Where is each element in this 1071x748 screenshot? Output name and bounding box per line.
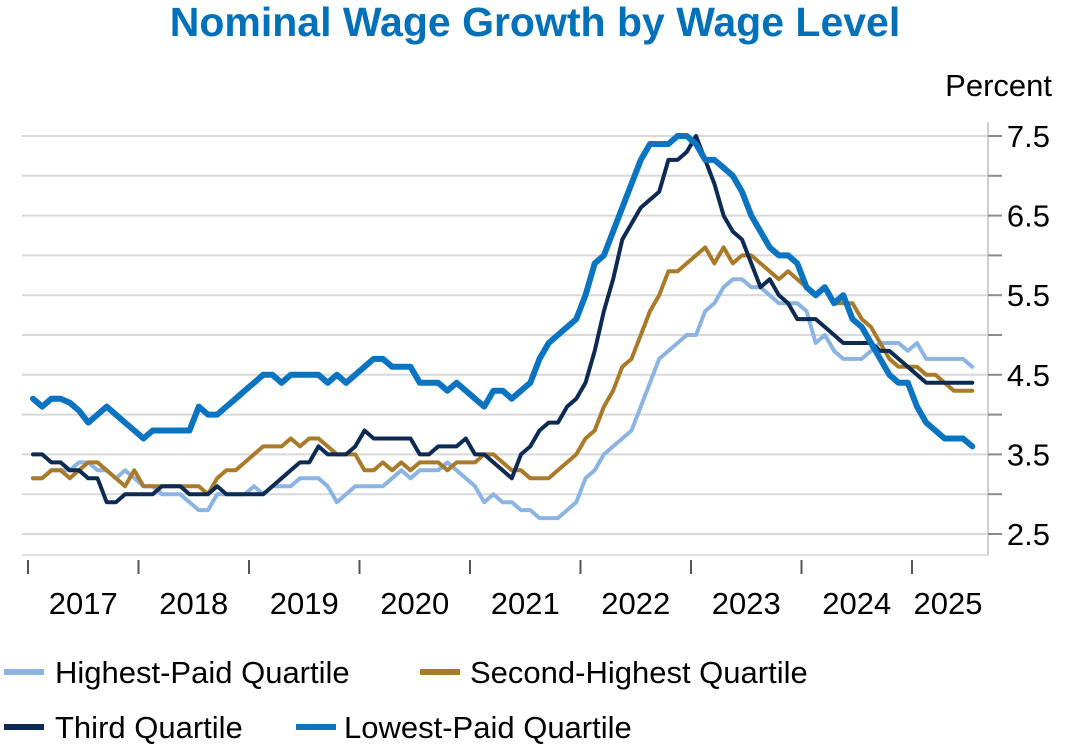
legend-label-third: Third Quartile bbox=[55, 710, 243, 745]
series-line-second-highest-quartile bbox=[31, 245, 975, 497]
x-tick-label: 2023 bbox=[712, 586, 781, 621]
x-tick-label: 2021 bbox=[491, 586, 560, 621]
legend-label-highest-paid: Highest-Paid Quartile bbox=[55, 655, 350, 690]
x-tick-label: 2017 bbox=[49, 586, 118, 621]
y-tick-label: 5.5 bbox=[1007, 278, 1050, 313]
y-axis-label: Percent bbox=[945, 68, 1052, 103]
y-tick-label: 7.5 bbox=[1007, 119, 1050, 154]
legend-label-second-highest: Second-Highest Quartile bbox=[470, 655, 808, 690]
y-ticks: 2.5 3.5 4.5 5.5 6.5 7.5 bbox=[988, 119, 1050, 552]
legend-label-lowest-paid: Lowest-Paid Quartile bbox=[344, 710, 632, 745]
series-line-third-quartile bbox=[31, 134, 975, 505]
y-tick-label: 4.5 bbox=[1007, 358, 1050, 393]
series-line-highest-paid-quartile bbox=[31, 277, 975, 521]
x-tick-label: 2018 bbox=[159, 586, 228, 621]
series-line-lowest-paid-quartile bbox=[30, 133, 976, 450]
y-tick-label: 2.5 bbox=[1007, 517, 1050, 552]
y-tick-label: 6.5 bbox=[1007, 199, 1050, 234]
x-tick-label: 2022 bbox=[601, 586, 670, 621]
series-lines bbox=[30, 133, 976, 521]
x-tick-label: 2020 bbox=[380, 586, 449, 621]
x-tick-label: 2025 bbox=[914, 586, 983, 621]
x-tick-label: 2019 bbox=[270, 586, 339, 621]
x-ticks: 2017 2018 2019 2020 2021 2022 2023 2024 2025 bbox=[27, 560, 983, 621]
x-tick-label: 2024 bbox=[822, 586, 891, 621]
chart-title: Nominal Wage Growth by Wage Level bbox=[170, 0, 901, 45]
legend: Highest-Paid Quartile Second-Highest Qua… bbox=[4, 655, 808, 745]
y-tick-label: 3.5 bbox=[1007, 437, 1050, 472]
